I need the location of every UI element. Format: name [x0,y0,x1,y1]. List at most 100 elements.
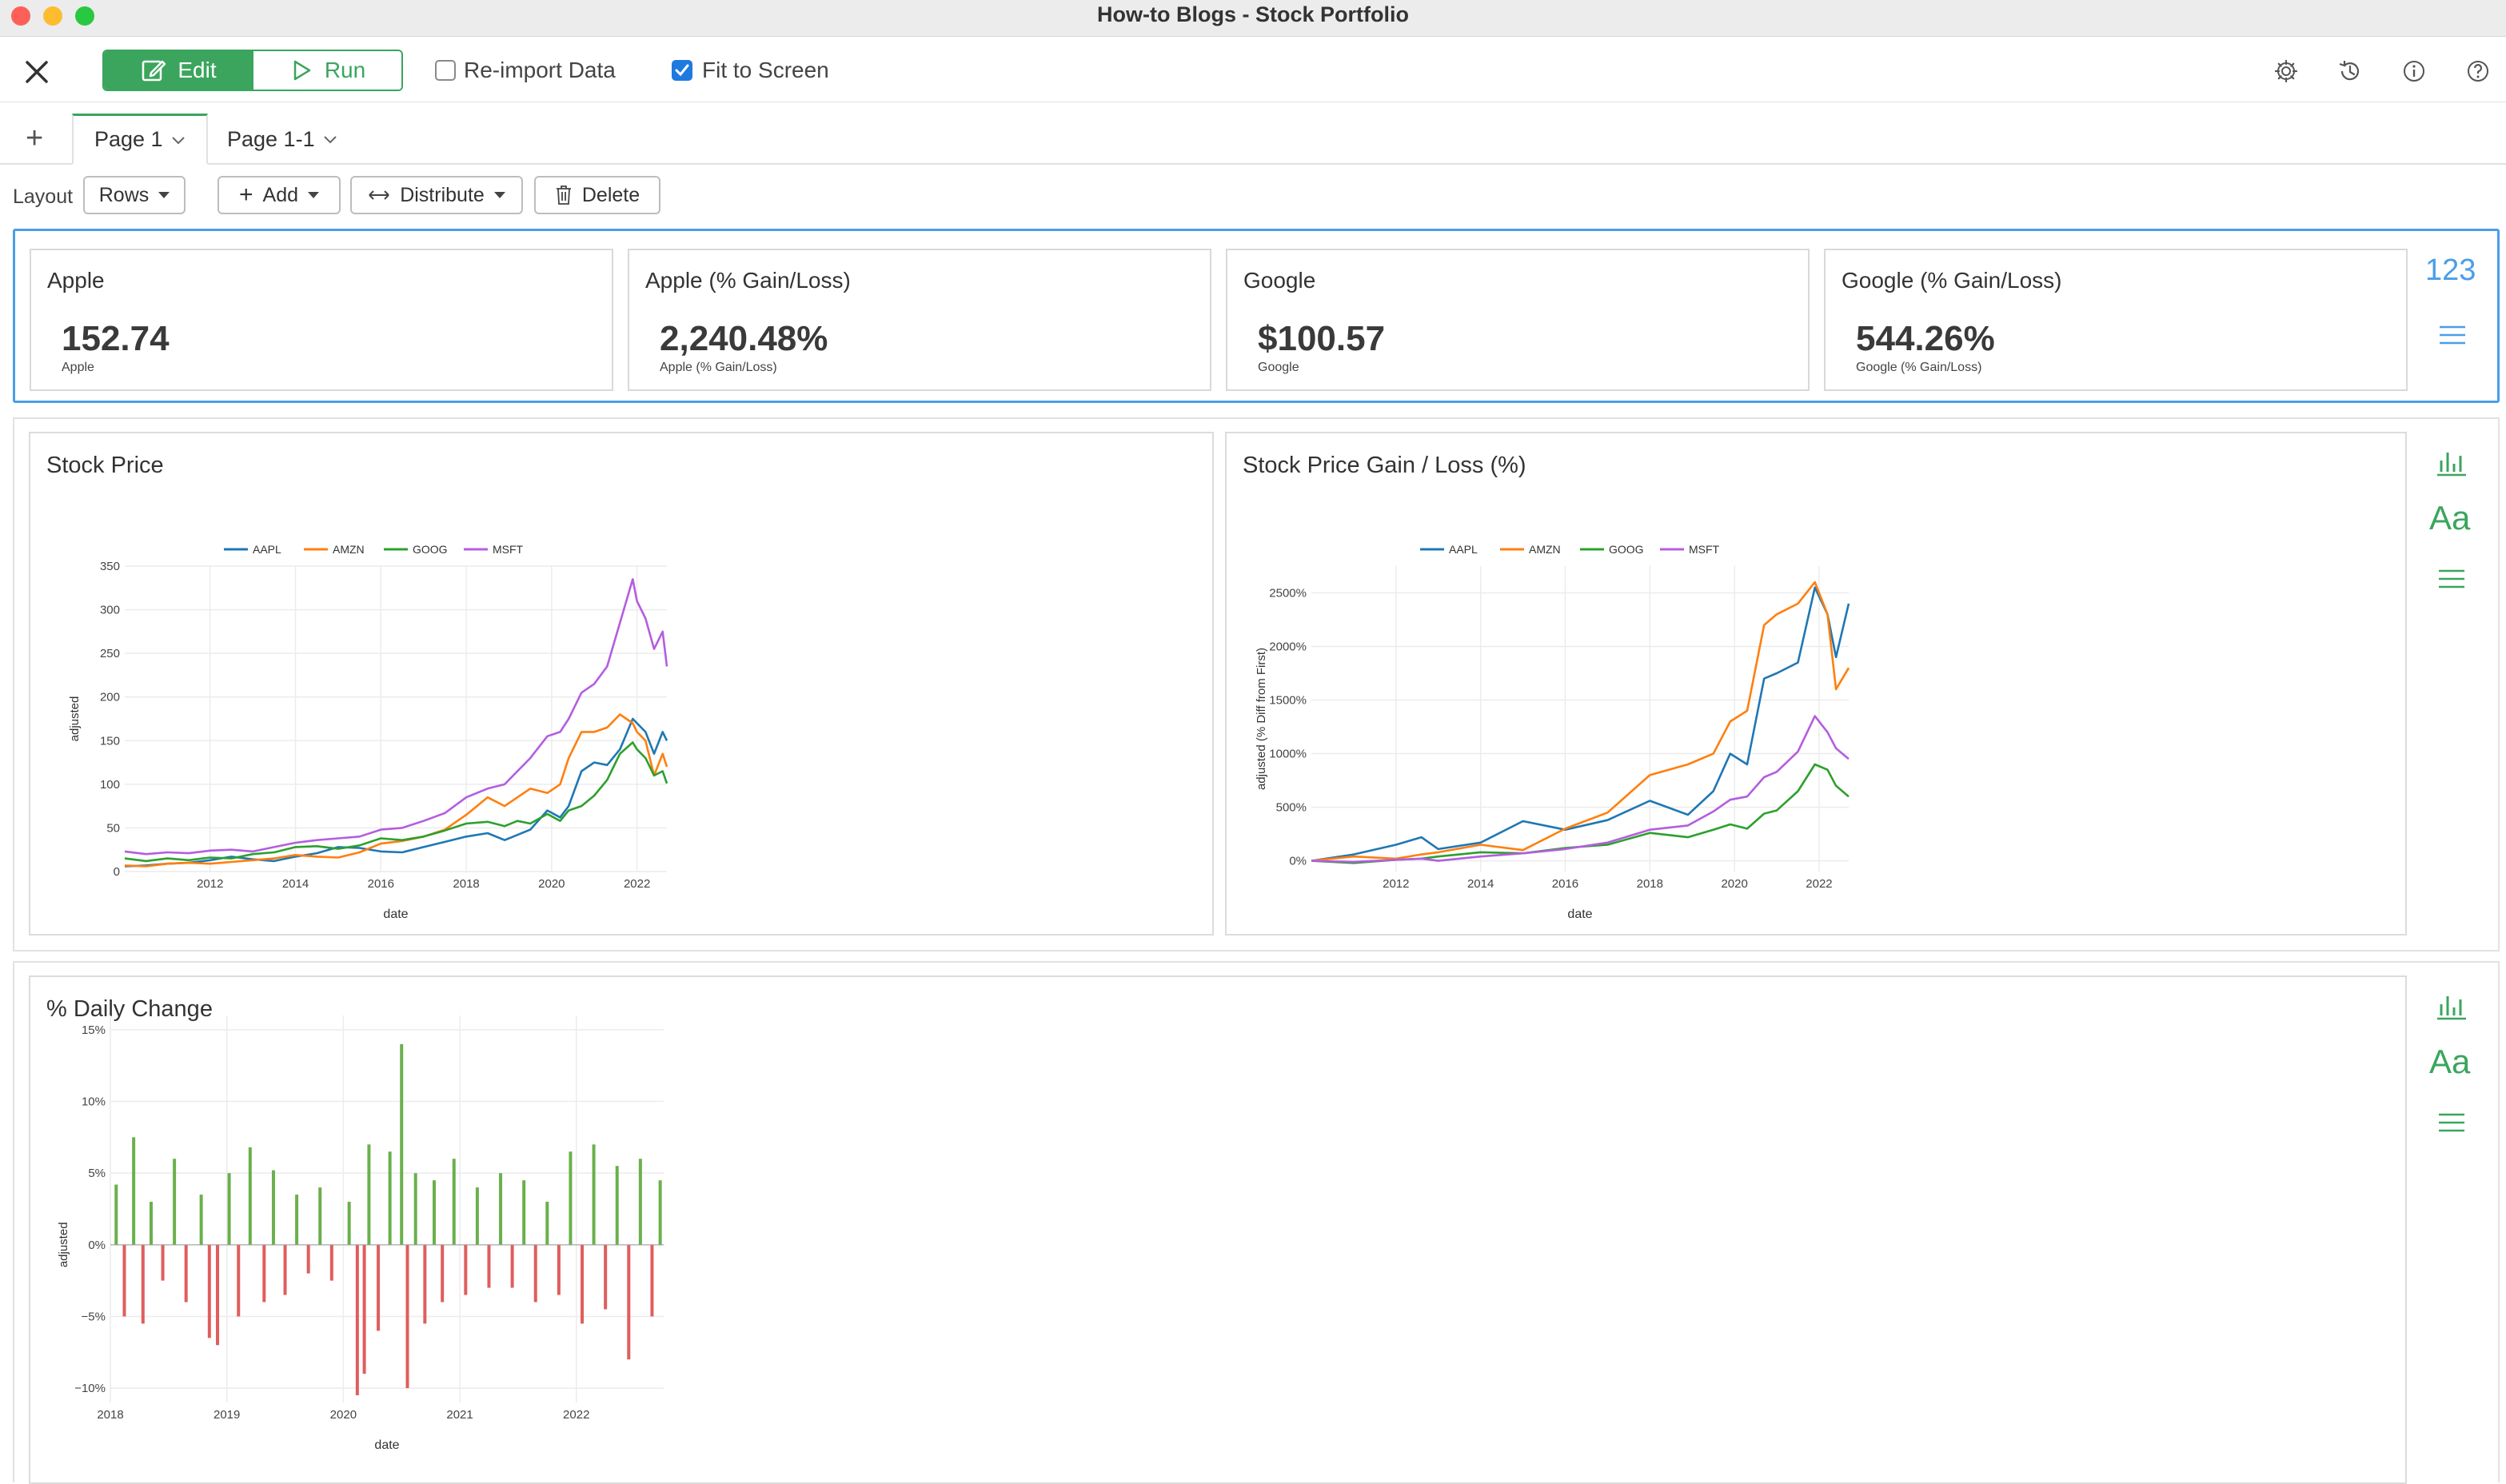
x-tick-label: 2016 [368,877,394,891]
tab-page-1[interactable]: Page 1 [72,114,208,165]
legend-label: AAPL [253,543,281,556]
kpi-value: 152.74 [62,319,170,358]
series-line-msft [124,578,668,856]
info-icon[interactable] [2400,58,2428,85]
distribute-button[interactable]: Distribute [350,176,523,214]
run-button[interactable]: Run [253,51,401,90]
y-tick-label: 1000% [1269,748,1307,761]
chevron-down-icon [323,136,337,144]
checkmark-icon [675,64,689,77]
x-axis-title: date [383,908,408,921]
kpi-subtitle: Google (% Gain/Loss) [1856,361,1982,374]
kpi-card-google[interactable]: Google $100.57 Google [1226,249,1810,391]
kpi-card-apple[interactable]: Apple 152.74 Apple [30,249,613,391]
x-tick-label: 2020 [1721,877,1747,891]
series-line-msft [1311,715,1850,864]
kpi-value: 2,240.48% [660,319,828,358]
bar [441,1244,445,1302]
kpi-title: Apple (% Gain/Loss) [645,268,851,293]
add-label: Add [262,183,298,206]
window-minimize-button[interactable] [43,6,62,26]
settings-gear-icon[interactable] [2273,58,2300,85]
y-tick-label: 1500% [1269,694,1307,708]
x-axis-title: date [374,1438,399,1452]
window-close-button[interactable] [11,6,30,26]
series-line-amzn [1311,580,1850,862]
text-format-icon[interactable]: Aa [2429,1043,2471,1080]
menu-icon[interactable] [2432,560,2471,598]
daily-change-panel[interactable]: % Daily Change 2018 2019 2020 2021 2022 −10% −… [29,975,2407,1484]
bar [329,1244,333,1281]
x-axis-title: date [1567,908,1592,921]
series-line-aapl [1311,586,1850,862]
bar [604,1244,608,1310]
bar [627,1244,631,1360]
menu-icon[interactable] [2433,316,2472,354]
history-icon[interactable] [2336,58,2364,85]
bar [650,1244,654,1317]
stock-price-panel[interactable]: Stock Price 2012 2014 2016 2018 2020 2022 0 50 1… [29,432,1214,935]
help-icon[interactable] [2464,58,2492,85]
kpi-title: Google [1243,268,1316,293]
chart-icon[interactable] [2432,987,2471,1025]
bar [388,1151,392,1245]
add-page-icon[interactable]: + [26,122,44,155]
bar [464,1244,468,1295]
delete-button[interactable]: Delete [534,176,660,214]
reimport-checkbox[interactable] [435,60,456,81]
edit-label: Edit [178,58,217,82]
caret-down-icon [158,192,170,198]
bar [122,1244,126,1317]
mode-toggle: Edit Run [102,50,403,91]
legend-label: MSFT [1689,543,1720,556]
gain-loss-panel[interactable]: Stock Price Gain / Loss (%) 2012 2014 2016… [1225,432,2407,935]
kpi-card-google-gain[interactable]: Google (% Gain/Loss) 544.26% Google (% G… [1824,249,2408,391]
kpi-subtitle: Apple [62,361,94,374]
bar [149,1202,153,1245]
bar [132,1137,136,1245]
chevron-down-icon [171,136,185,144]
stock-price-chart: 2012 2014 2016 2018 2020 2022 0 50 100 150 200 250 3… [68,543,668,921]
chart-title: Stock Price [46,453,164,478]
legend-label: GOOG [1609,543,1644,556]
kpi-value: $100.57 [1258,319,1386,358]
y-tick-label: 0% [1289,855,1307,868]
bar [557,1244,561,1295]
horizontal-arrows-icon [369,190,389,200]
delete-label: Delete [581,183,640,206]
bar [569,1151,573,1245]
y-tick-label: −10% [74,1382,106,1395]
bar [362,1244,366,1374]
tabs-divider [0,163,2506,165]
bar [355,1244,359,1396]
x-tick-label: 2021 [446,1408,473,1422]
y-tick-label: 500% [1276,801,1307,815]
kpi-row[interactable]: Apple 152.74 Apple Apple (% Gain/Loss) 2… [13,229,2500,403]
tab-page-1-1[interactable]: Page 1-1 [206,114,358,165]
add-button[interactable]: + Add [217,176,341,214]
edit-button[interactable]: Edit [104,51,253,90]
daily-change-chart: 2018 2019 2020 2021 2022 −10% −5% 0% 5% 10% 15% dat… [57,1015,664,1452]
close-icon[interactable] [22,58,51,86]
y-tick-label: 2000% [1269,640,1307,654]
bar [522,1180,526,1245]
y-tick-label: 5% [88,1167,106,1180]
kpi-card-apple-gain[interactable]: Apple (% Gain/Loss) 2,240.48% Apple (% G… [628,249,1211,391]
chart-icon[interactable] [2432,443,2471,481]
y-tick-label: 200 [100,691,120,704]
bar [487,1244,491,1288]
series-line-goog [1311,763,1850,864]
text-format-icon[interactable]: Aa [2429,499,2471,537]
window-zoom-button[interactable] [75,6,94,26]
layout-dropdown[interactable]: Rows [83,176,186,214]
bar [413,1173,417,1245]
y-axis-title: adjusted (% Diff from First) [1255,648,1268,790]
menu-icon[interactable] [2432,1103,2471,1142]
legend-label: AMZN [333,543,365,556]
bar [114,1184,118,1245]
number-card-icon[interactable]: 123 [2425,253,2476,287]
bar [237,1244,241,1317]
window-title: How-to Blogs - Stock Portfolio [1097,2,1409,26]
fit-to-screen-checkbox[interactable] [672,60,692,81]
legend-label: MSFT [493,543,524,556]
